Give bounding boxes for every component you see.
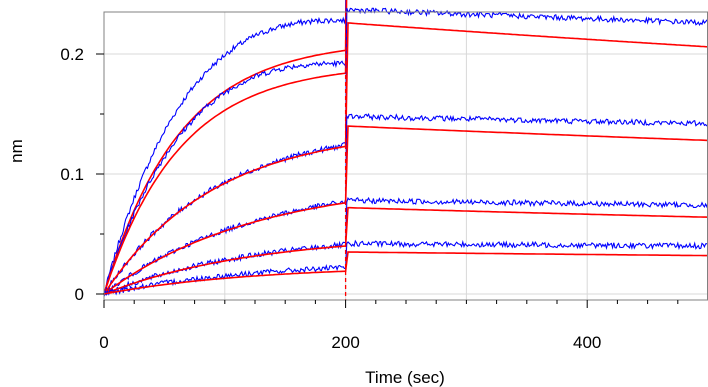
- measured-trace: [103, 7, 708, 296]
- frame-layer: [103, 11, 708, 301]
- fit-curve: [103, 0, 348, 295]
- y-axis-title: nm: [7, 139, 26, 163]
- x-tick-label: 400: [573, 333, 601, 352]
- x-axis-title: Time (sec): [365, 368, 445, 387]
- grid-layer: [104, 12, 708, 300]
- y-tick-label: 0: [75, 285, 84, 304]
- fit-curve: [103, 125, 708, 295]
- measured-trace: [103, 0, 347, 294]
- measured-trace: [103, 239, 708, 297]
- fit-curve: [103, 206, 708, 295]
- y-tick-label: 0.2: [60, 45, 84, 64]
- x-tick-label: 200: [331, 333, 359, 352]
- plot-frame: [103, 11, 708, 301]
- series-layer: [103, 0, 708, 297]
- measured-trace: [103, 0, 347, 297]
- fit-curve: [103, 22, 708, 295]
- tick-layer: 0 200 400 0 0.1 0.2: [60, 45, 679, 352]
- x-tick-label: 0: [99, 333, 108, 352]
- fit-curve: [103, 0, 348, 295]
- y-tick-label: 0.1: [60, 165, 84, 184]
- fit-curve: [103, 251, 708, 295]
